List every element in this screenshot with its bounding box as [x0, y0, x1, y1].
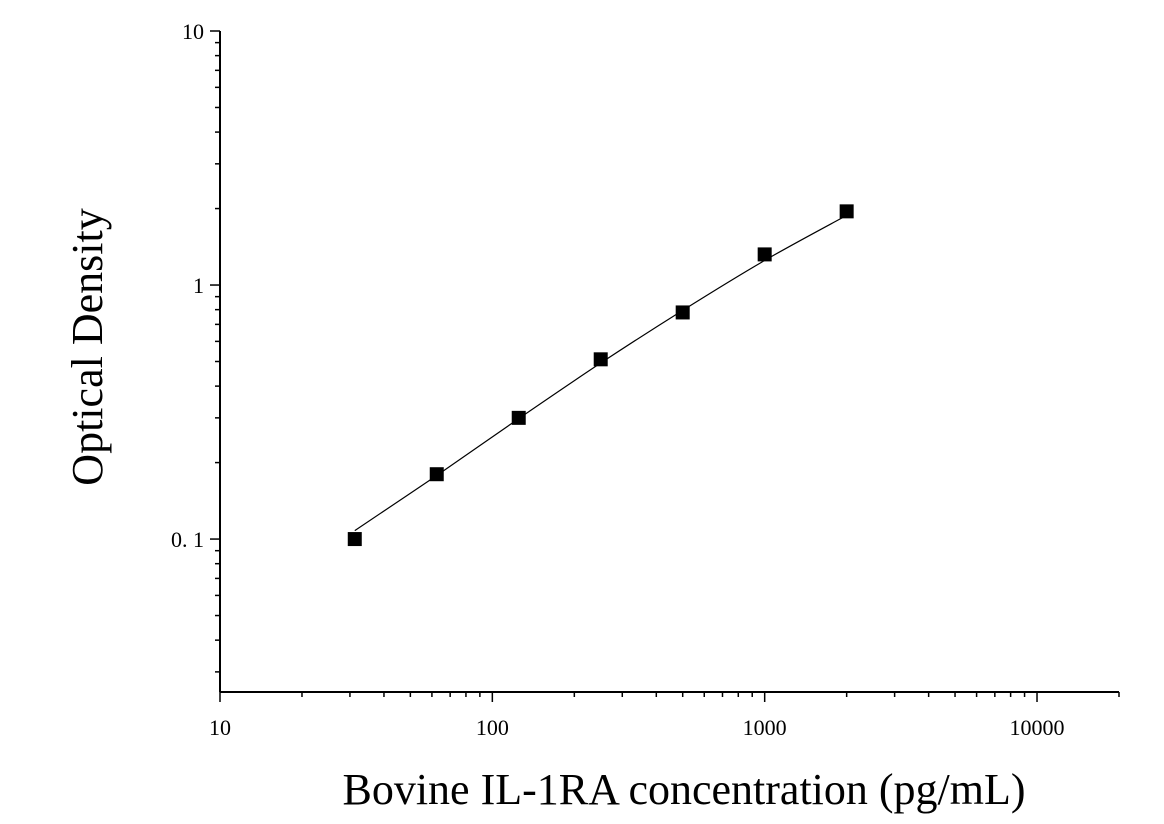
axes: [219, 31, 1119, 693]
data-points: [347, 204, 854, 547]
x-axis-title: Bovine IL-1RA concentration (pg/mL): [342, 765, 1025, 814]
data-point: [347, 532, 362, 547]
y-tick-label: 0. 1: [171, 527, 204, 552]
y-tick-label: 1: [193, 273, 204, 298]
x-tick-label: 100: [476, 715, 509, 740]
data-point: [511, 410, 526, 425]
fit-curve-line: [354, 214, 847, 532]
y-axis-title: Optical Density: [63, 208, 112, 485]
data-point: [429, 467, 444, 482]
axis-ticks: [210, 30, 1120, 702]
x-tick-label: 10000: [1010, 715, 1065, 740]
data-point: [675, 305, 690, 320]
data-point: [757, 247, 772, 262]
x-tick-label: 1000: [743, 715, 787, 740]
y-tick-label: 10: [182, 19, 204, 44]
tick-labels: 10 100 1000 10000 0. 1 1 10: [171, 19, 1065, 740]
x-tick-label: 10: [209, 715, 231, 740]
data-point: [839, 204, 854, 219]
data-point: [593, 352, 608, 367]
